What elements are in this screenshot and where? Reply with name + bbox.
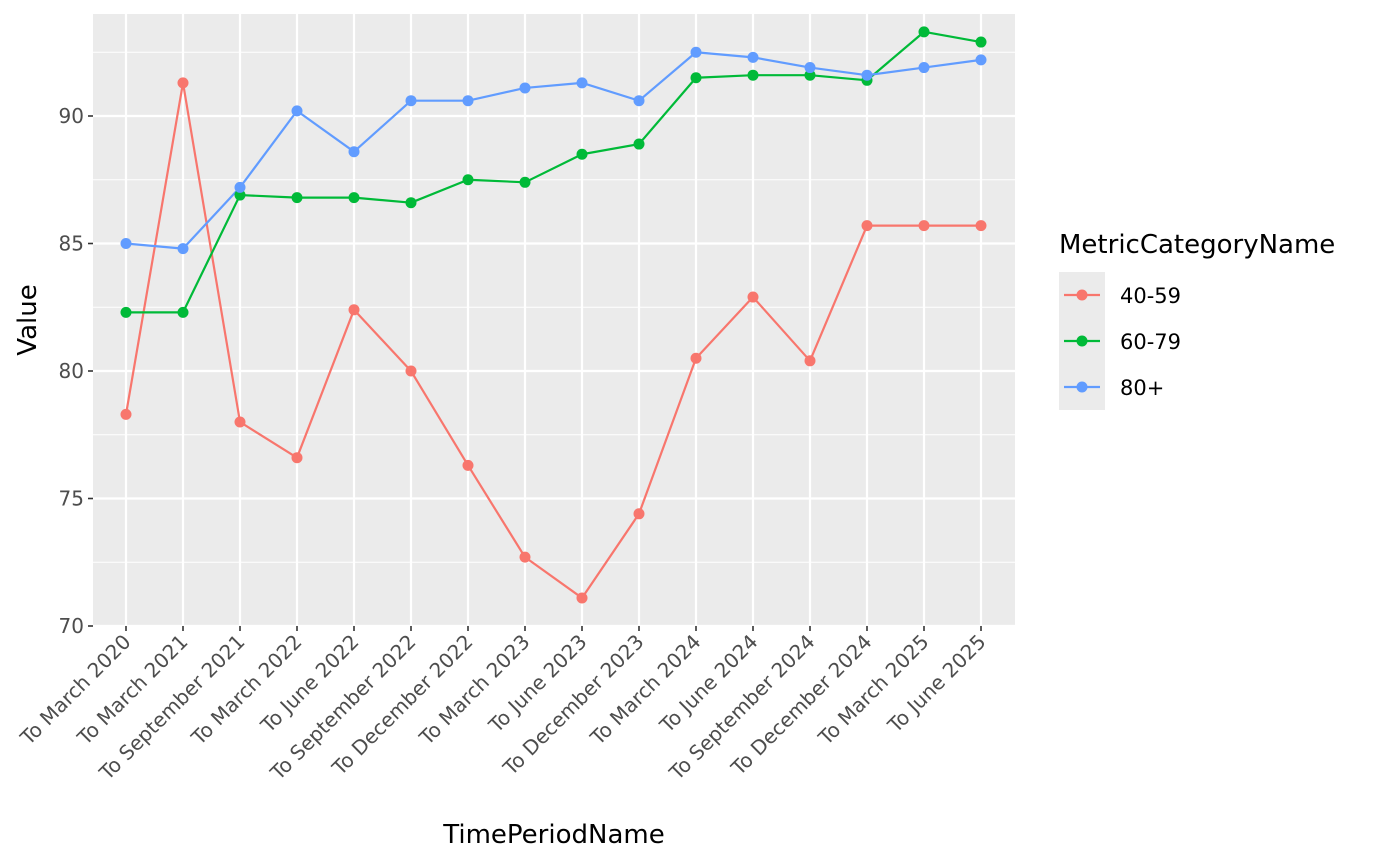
data-point [633, 508, 645, 520]
data-point [804, 69, 816, 81]
major-gridlines [93, 14, 1015, 628]
series-line [125, 51, 982, 250]
y-tick-label: 75 [59, 487, 84, 511]
series-layer [120, 26, 987, 604]
data-point [291, 452, 303, 464]
data-point [462, 95, 474, 107]
series-line [126, 30, 982, 314]
data-point [747, 69, 759, 81]
data-point [861, 69, 873, 81]
data-point [120, 408, 132, 420]
data-point [462, 459, 474, 471]
y-tick-label: 90 [59, 104, 84, 128]
data-point [918, 220, 930, 232]
x-axis-title: TimePeriodName [442, 820, 664, 850]
legend-label: 80+ [1120, 376, 1164, 400]
legend-label: 60-79 [1120, 330, 1181, 354]
y-axis-title: Value [13, 284, 43, 355]
legend: MetricCategoryName 40-59 60-79 80+ [1059, 230, 1335, 410]
x-tick-label: To June 2022 [255, 630, 363, 738]
data-point [633, 95, 645, 107]
data-point [747, 51, 759, 63]
data-point [120, 306, 132, 318]
data-point [177, 306, 189, 318]
data-point [405, 365, 417, 377]
legend-title: MetricCategoryName [1059, 230, 1335, 260]
y-tick-label: 85 [59, 232, 84, 256]
data-point [975, 54, 987, 66]
x-tick-label: To June 2023 [483, 630, 591, 738]
data-point [348, 192, 360, 204]
data-point [348, 304, 360, 316]
data-point [519, 551, 531, 563]
data-point [975, 220, 987, 232]
legend-key-point [1076, 335, 1088, 347]
data-point [405, 95, 417, 107]
y-tick-label: 70 [59, 614, 84, 638]
data-point [405, 197, 417, 209]
x-tick-label: To June 2024 [654, 630, 762, 738]
data-point [177, 77, 189, 89]
data-point [690, 46, 702, 58]
data-point [177, 243, 189, 255]
legend-key-point [1076, 381, 1088, 393]
data-point [519, 176, 531, 188]
data-point [291, 105, 303, 117]
data-point [690, 72, 702, 84]
data-point [633, 138, 645, 150]
legend-label: 40-59 [1120, 284, 1181, 308]
data-point [234, 189, 246, 201]
series-line [124, 81, 981, 600]
legend-items: 40-59 60-79 80+ [1064, 284, 1181, 400]
data-point [918, 26, 930, 38]
data-point [747, 291, 759, 303]
data-point [804, 62, 816, 74]
data-point [804, 355, 816, 367]
data-point [576, 148, 588, 160]
x-tick-label: To June 2025 [882, 630, 990, 738]
data-point [462, 174, 474, 186]
data-point [690, 352, 702, 364]
data-point [348, 146, 360, 158]
data-point [519, 82, 531, 94]
data-point [234, 416, 246, 428]
y-axis: 70 75 80 85 90 [59, 104, 93, 638]
data-point [120, 238, 132, 249]
data-point [576, 77, 588, 89]
data-point [576, 592, 588, 604]
data-point [291, 192, 303, 204]
legend-key-point [1076, 289, 1088, 301]
data-point [918, 62, 930, 74]
data-point [234, 181, 246, 193]
y-tick-label: 80 [59, 359, 84, 383]
data-point [975, 36, 987, 48]
data-point [861, 220, 873, 232]
plot-panel [93, 14, 1015, 626]
